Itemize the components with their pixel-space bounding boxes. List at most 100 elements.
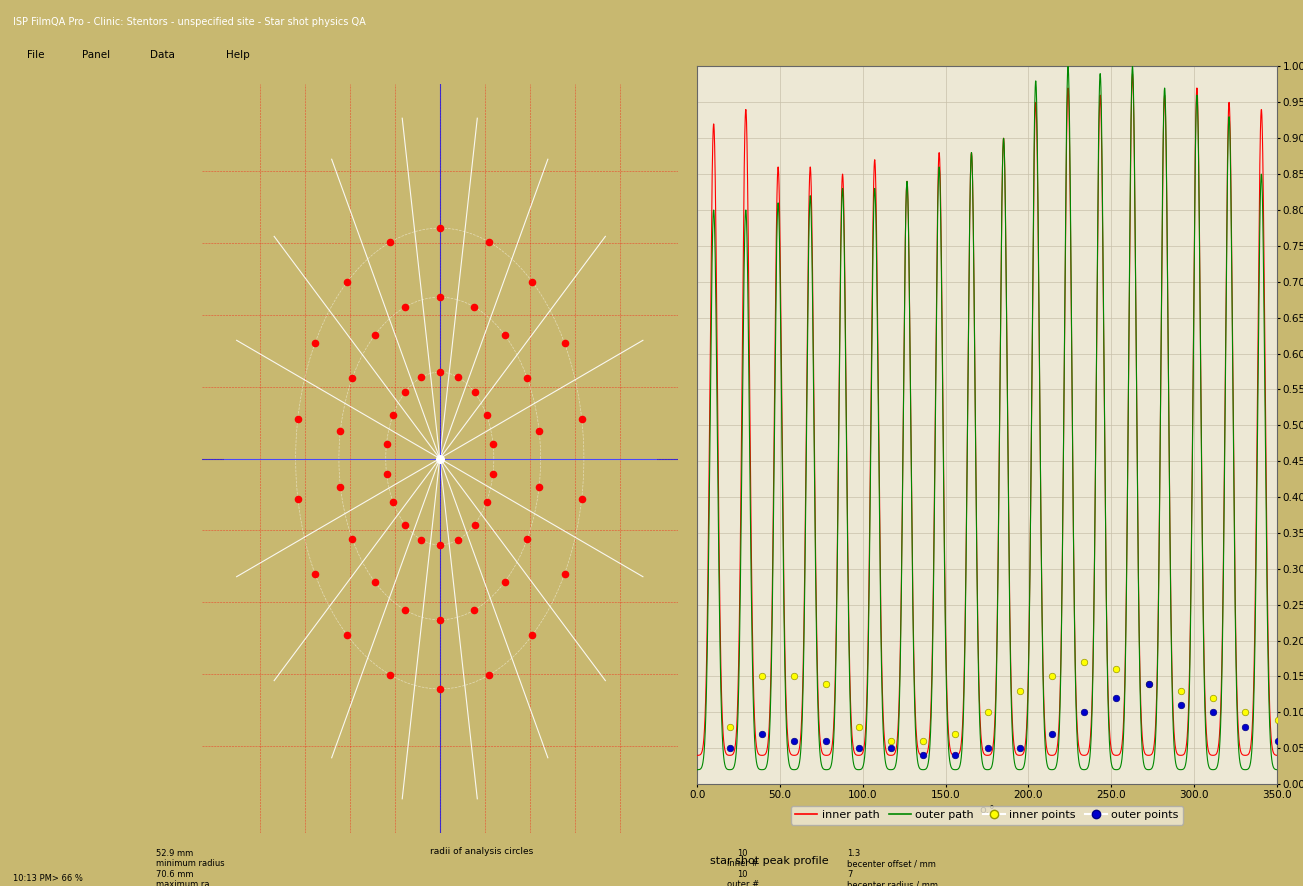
Point <box>784 734 805 748</box>
Point <box>977 705 998 719</box>
Point <box>1203 705 1224 719</box>
Point <box>383 494 404 509</box>
Point <box>945 749 966 763</box>
Point <box>719 741 740 755</box>
Point <box>305 567 326 581</box>
Text: star shot peak profile: star shot peak profile <box>710 856 829 866</box>
Point <box>816 734 837 748</box>
X-axis label: o.°: o.° <box>980 805 994 815</box>
Point <box>752 727 773 741</box>
Point <box>1074 705 1095 719</box>
Point <box>482 466 503 480</box>
Point <box>945 727 966 741</box>
Point <box>571 492 592 506</box>
Point <box>410 370 431 385</box>
Point <box>1041 727 1062 741</box>
Point <box>494 575 515 589</box>
Point <box>881 741 902 755</box>
Point <box>1106 691 1127 705</box>
Point <box>1138 677 1158 691</box>
Point <box>377 437 397 451</box>
Point <box>305 336 326 350</box>
Point <box>571 411 592 425</box>
Point <box>365 328 386 342</box>
Point <box>529 479 550 494</box>
Point <box>336 275 357 289</box>
Point <box>429 613 451 627</box>
Point <box>1074 655 1095 669</box>
Point <box>816 677 837 691</box>
Point <box>1106 662 1127 676</box>
Text: 10:13 PM> 66 %: 10:13 PM> 66 % <box>13 874 83 882</box>
Point <box>464 603 485 618</box>
Text: radii of analysis circles: radii of analysis circles <box>430 847 534 856</box>
Point <box>912 749 933 763</box>
Text: 10
outer #: 10 outer # <box>727 870 758 886</box>
Point <box>464 299 485 314</box>
Point <box>380 235 401 249</box>
Point <box>478 668 499 682</box>
Point <box>1235 719 1256 734</box>
Point <box>529 424 550 438</box>
Point <box>464 517 485 532</box>
Point <box>1041 670 1062 684</box>
Text: Panel: Panel <box>82 51 111 60</box>
Point <box>1170 684 1191 698</box>
Point <box>341 532 362 547</box>
Point <box>848 741 869 755</box>
Point <box>395 603 416 618</box>
Point <box>1010 684 1031 698</box>
Point <box>523 275 543 289</box>
Point <box>380 668 401 682</box>
Text: ISP FilmQA Pro - Clinic: Stentors - unspecified site - Star shot physics QA: ISP FilmQA Pro - Clinic: Stentors - unsp… <box>13 17 366 27</box>
Point <box>554 567 575 581</box>
Point <box>288 492 309 506</box>
Point <box>383 408 404 423</box>
Point <box>482 437 503 451</box>
Point <box>719 719 740 734</box>
Point <box>330 424 351 438</box>
Point <box>395 385 416 400</box>
Point <box>1268 712 1289 727</box>
Text: Data: Data <box>150 51 176 60</box>
Text: 7
becenter radius / mm: 7 becenter radius / mm <box>847 870 938 886</box>
Point <box>881 734 902 748</box>
Point <box>336 628 357 642</box>
Point <box>523 628 543 642</box>
Point <box>1170 698 1191 712</box>
Point <box>430 221 451 235</box>
Text: 10
inner #: 10 inner # <box>727 849 758 868</box>
Point <box>365 575 386 589</box>
Point <box>430 290 451 304</box>
Point <box>330 479 351 494</box>
Point <box>784 670 805 684</box>
Point <box>288 411 309 425</box>
Text: File: File <box>27 51 44 60</box>
Point <box>848 719 869 734</box>
Point <box>410 532 431 547</box>
Point <box>430 538 451 552</box>
Text: 70.6 mm
maximum ra.: 70.6 mm maximum ra. <box>156 870 212 886</box>
Point <box>977 741 998 755</box>
Point <box>1010 741 1031 755</box>
Point <box>341 370 362 385</box>
Point <box>517 370 538 385</box>
Point <box>494 328 515 342</box>
Point <box>554 336 575 350</box>
Point <box>395 517 416 532</box>
Point <box>448 370 469 385</box>
Point <box>464 385 485 400</box>
Point <box>478 235 499 249</box>
Point <box>430 451 451 465</box>
Point <box>1203 691 1224 705</box>
Text: Help: Help <box>225 51 249 60</box>
Point <box>476 408 496 423</box>
Point <box>1268 734 1289 748</box>
Point <box>1138 677 1158 691</box>
Point <box>448 532 469 547</box>
Point <box>430 365 451 379</box>
Point <box>395 299 416 314</box>
Point <box>752 670 773 684</box>
Point <box>912 734 933 748</box>
Point <box>476 494 496 509</box>
